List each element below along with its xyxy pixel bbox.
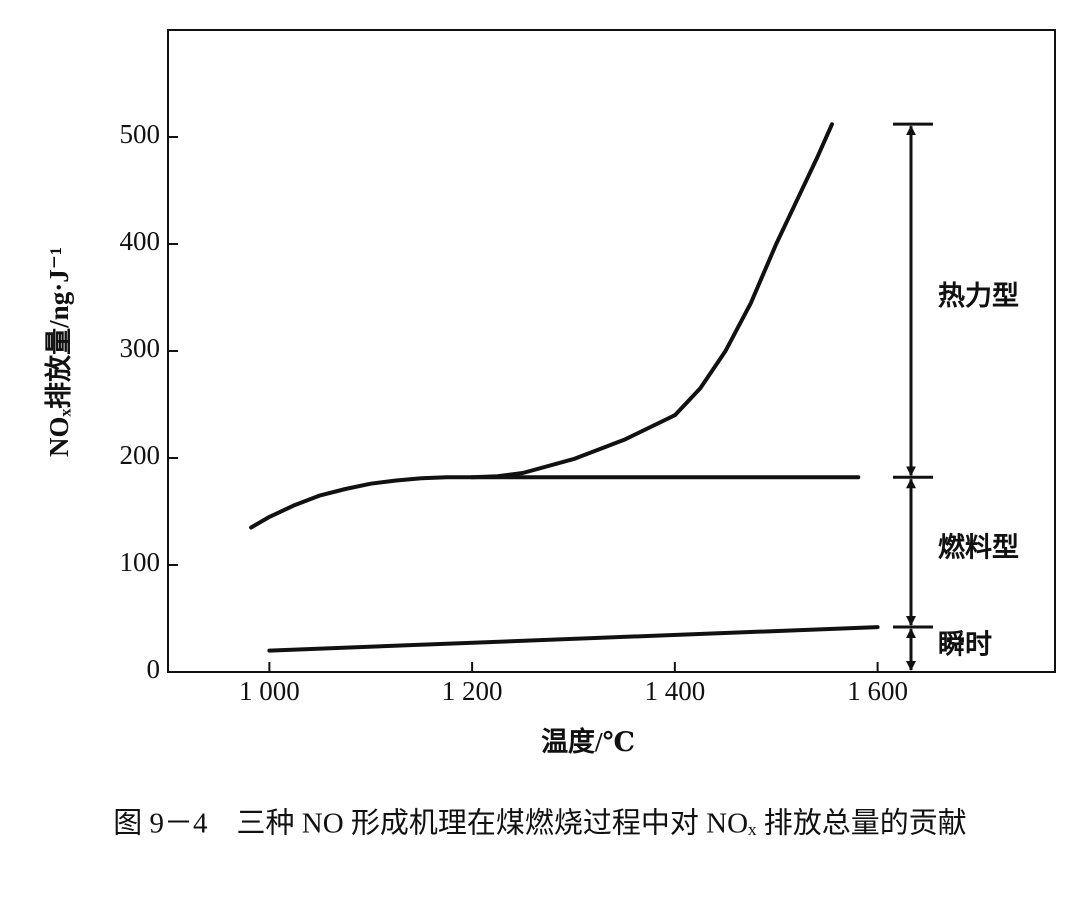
x-axis-label: 温度/℃ [541, 726, 635, 757]
x-tick-label: 1 000 [239, 676, 300, 706]
annotation-label: 瞬时 [938, 630, 992, 660]
annotation-label: 热力型 [938, 281, 1019, 311]
x-tick-label: 1 400 [644, 676, 705, 706]
x-tick-label: 1 600 [847, 676, 908, 706]
y-tick-label: 100 [120, 547, 161, 577]
y-tick-label: 200 [120, 440, 161, 470]
y-axis-label: NOₓ排放量/ng·J⁻¹ [43, 247, 74, 457]
y-tick-label: 0 [147, 654, 161, 684]
annotation-label: 燃料型 [938, 532, 1019, 562]
data-line [267, 625, 880, 653]
plot-frame [167, 29, 1056, 673]
data-line [249, 122, 834, 530]
caption: 图 9－4 三种 NO 形成机理在煤燃烧过程中对 NOₓ 排放总量的贡献 [113, 807, 966, 840]
y-tick-label: 400 [120, 226, 161, 256]
y-tick-label: 300 [120, 333, 161, 363]
x-tick-label: 1 200 [442, 676, 503, 706]
y-tick-label: 500 [120, 119, 161, 149]
